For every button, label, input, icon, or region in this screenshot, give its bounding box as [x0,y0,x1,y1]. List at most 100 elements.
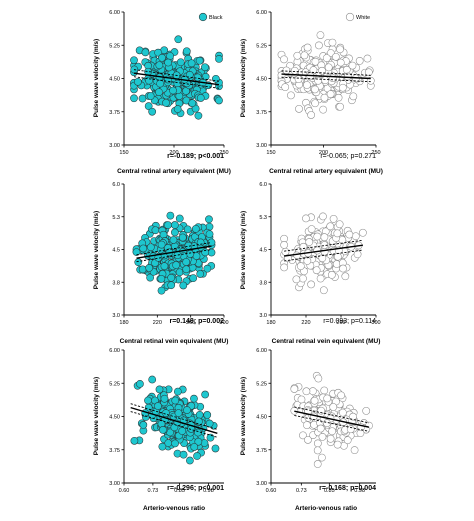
y-tick-label: 4.50 [109,77,120,83]
scatter-point [316,31,325,39]
y-tick-label: 3.00 [256,143,267,149]
scatter-point [169,236,178,244]
scatter-point [321,76,330,85]
scatter-point [136,380,144,388]
scatter-point [313,439,322,448]
scatter-point [148,375,157,384]
scatter-point [151,226,160,235]
scatter-point [145,264,154,272]
scatter-point [338,408,347,417]
scatter-point [349,92,358,101]
scatter-point [173,105,182,113]
axes [121,349,224,486]
scatter-point [201,248,210,257]
scatter-point [166,52,174,60]
scatter-point [320,386,329,395]
y-tick-label: 3.8 [112,280,120,286]
scatter-point [282,66,291,75]
y-tick-label: 6.00 [109,10,120,16]
confidence-band-upper [133,69,220,82]
scatter-point [299,274,307,283]
scatter-point [328,38,337,47]
scatter-point [162,98,170,107]
scatter-point [317,406,326,415]
scatter-point [215,55,223,63]
scatter-point [290,406,299,415]
y-tick-label: 3.00 [109,481,120,487]
scatter-point [201,63,209,72]
scatter-point [162,409,170,417]
scatter-point [304,435,312,444]
regression-line-group [294,406,370,432]
scatter-point [303,421,311,429]
scatter-point [316,274,325,283]
scatter-point [175,214,184,223]
scatter-point [190,443,199,451]
confidence-band-lower [294,414,370,432]
y-axis-label: Pulse wave velocity (m/s) [240,377,247,455]
scatter-point [182,258,191,266]
scatter-point [139,244,148,253]
scatter-point [176,58,185,67]
confidence-band-lower [284,249,363,262]
confidence-band-upper [284,239,363,252]
scatter-point [364,68,373,77]
scatter-point [171,439,179,448]
x-tick-label: 0.73 [148,488,159,494]
y-tick-label: 5.3 [259,215,267,221]
axes [268,349,376,486]
y-tick-label: 3.00 [256,481,267,487]
x-tick-label: 250 [371,150,380,156]
scatter-point [205,230,214,239]
scatter-points [130,35,223,120]
scatter-point [160,262,169,271]
regression-line [281,73,371,80]
scatter-point [313,460,322,468]
scatter-point [196,94,205,102]
scatter-point [296,262,305,271]
scatter-points [277,31,375,119]
x-tick-label: 0.98 [354,488,365,494]
scatter-point [173,387,182,396]
y-tick-label: 6.00 [256,10,267,16]
scatter-point [178,427,187,435]
y-axis-label: Pulse wave velocity (m/s) [240,211,247,289]
legend-marker-white [345,12,355,22]
x-tick-labels: 180 220 260 300 [119,320,228,326]
scatter-point [132,248,141,256]
scatter-point [323,394,332,403]
x-axis-label: Central retinal vein equivalent (MU) [272,338,381,345]
scatter-point [336,58,345,67]
y-tick-label: 5.25 [256,43,267,49]
scatter-point [183,225,192,234]
scatter-point [146,92,155,100]
scatter-point [362,406,371,415]
scatter-point [194,437,203,446]
scatter-point [326,434,335,443]
scatter-point [343,72,352,81]
scatter-point [169,86,177,95]
scatter-point [134,258,143,267]
x-tick-labels: 0.60 0.73 0.85 0.98 [266,488,365,494]
scatter-point [157,286,166,295]
regression-line [136,245,212,259]
scatter-point [359,228,367,237]
scatter-point [341,272,350,281]
scatter-point [186,250,195,258]
scatter-point [290,385,299,393]
scatter-point [320,241,329,249]
scatter-point [174,35,183,44]
x-tick-labels: 0.60 0.73 0.85 0.98 [119,488,214,494]
scatter-point [130,94,138,103]
scatter-point [194,417,203,426]
y-tick-label: 3.75 [109,448,120,454]
scatter-point [320,233,329,242]
y-axis-label: Pulse wave velocity (m/s) [93,211,100,289]
scatter-point [351,232,360,241]
scatter-point [155,61,164,70]
scatter-point [159,426,167,434]
scatter-point [201,390,210,399]
y-tick-label: 4.50 [109,415,120,421]
y-tick-label: 6.0 [112,182,120,188]
